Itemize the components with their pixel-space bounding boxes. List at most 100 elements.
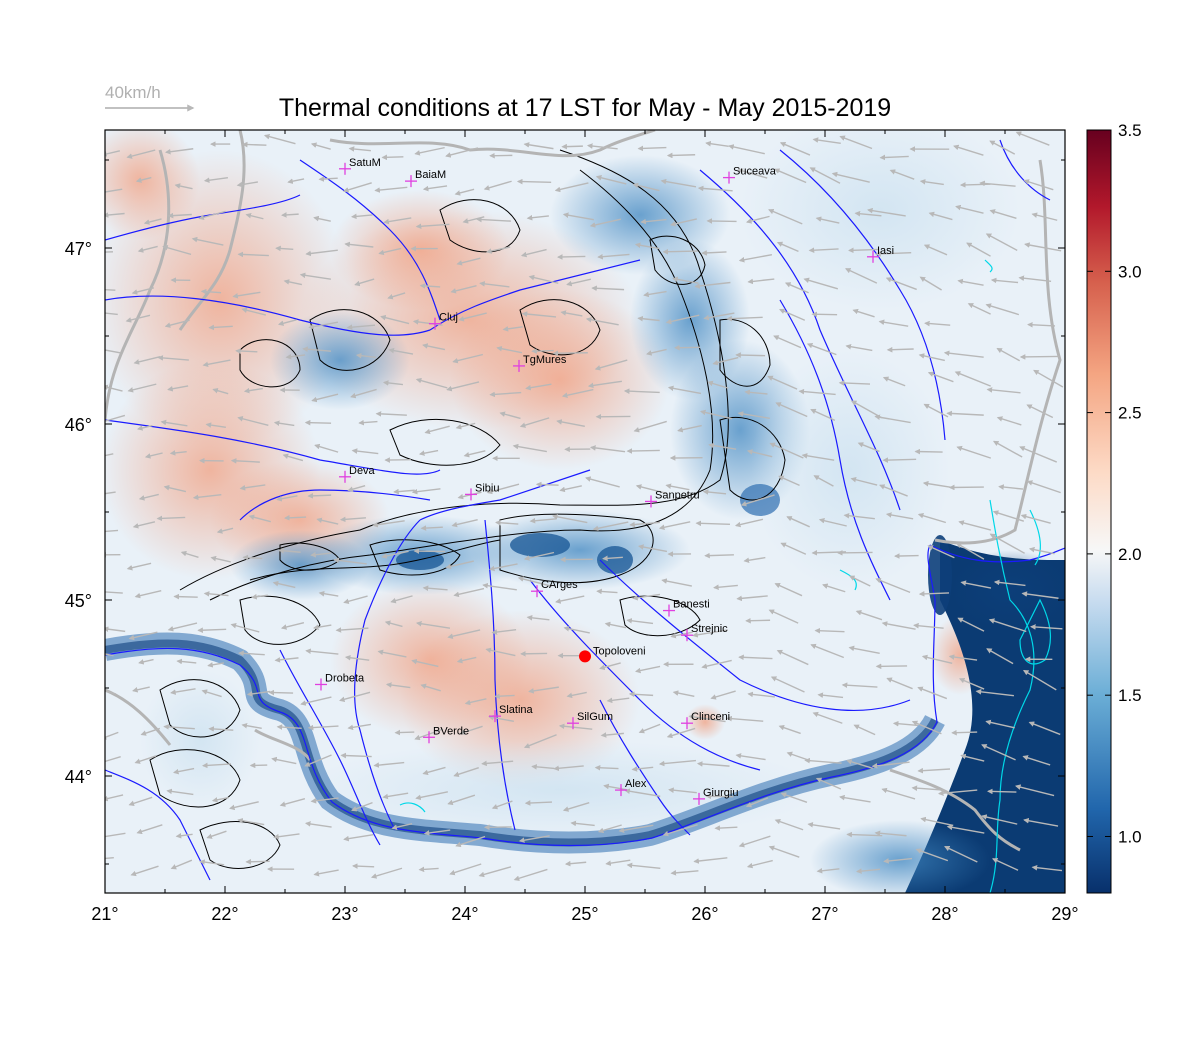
wind-arrow-icon [881,787,916,800]
wind-arrow-icon [985,719,1015,729]
wind-arrow-icon [273,420,295,427]
wind-arrow-icon [352,863,375,869]
wind-arrow-icon [624,788,661,798]
wind-arrow-icon [458,312,487,322]
wind-arrow-icon [883,857,913,864]
wind-arrow-icon [996,347,1021,362]
city-marker: Sanpetru [645,489,700,508]
wind-arrow-icon [418,866,439,873]
wind-arrow-icon [871,761,910,769]
wind-arrow-icon [342,182,372,193]
wind-arrow-icon [556,254,586,260]
city-marker: SatuM [339,157,381,175]
wind-arrow-icon [340,752,372,759]
city-marker: SilGum [567,711,613,730]
wind-arrow-icon [917,767,951,774]
wind-arrow-icon [350,213,373,220]
wind-arrow-icon [163,724,195,730]
wind-arrow-icon [202,359,231,368]
wind-arrow-icon [105,453,114,457]
wind-arrow-icon [135,176,152,183]
wind-arrow-icon [166,788,194,796]
wind-arrow-icon [271,756,297,765]
wind-arrow-icon [419,283,441,289]
city-label: Drobeta [325,672,365,684]
wind-arrow-icon [669,218,697,227]
wind-arrow-icon [808,247,839,253]
wind-arrow-icon [105,653,114,657]
wind-arrow-icon [780,792,808,803]
wind-arrow-icon [921,654,953,665]
wind-arrow-icon [125,314,151,323]
wind-arrow-icon [199,859,225,866]
wind-arrow-icon [592,521,629,532]
wind-arrow-icon [767,375,798,390]
wind-arrow-icon [160,419,188,427]
rivers [105,139,1065,881]
wind-arrow-icon [173,593,198,600]
wind-arrow-icon [524,800,552,806]
wind-arrow-icon [662,824,698,837]
wind-arrow-icon [815,777,842,790]
lon-tick-label: 26° [691,904,718,924]
wind-arrow-icon [668,787,697,794]
wind-arrow-icon [191,236,224,246]
wind-arrow-icon [919,179,944,186]
wind-arrow-icon [605,859,631,866]
wind-arrow-icon [661,578,692,587]
wind-arrow-icon [424,425,450,435]
wind-arrow-icon [844,268,878,284]
wind-arrow-icon [483,180,512,191]
city-label: Cluj [439,312,458,324]
highlight-site-label: Topoloveni [593,645,646,657]
wind-arrow-icon [831,171,870,183]
wind-arrow-icon [243,387,263,394]
wind-arrow-icon [985,233,1018,252]
wind-arrow-icon [810,643,845,659]
wind-arrow-icon [836,550,873,556]
wind-arrow-icon [1015,131,1050,146]
wind-arrow-icon [658,521,691,531]
wind-arrow-icon [853,724,876,736]
wind-arrow-icon [105,414,126,422]
wind-arrow-icon [846,759,874,769]
wind-arrow-icon [307,724,339,731]
city-label: BVerde [433,725,469,737]
wind-arrow-icon [1018,275,1052,283]
city-marker: CArges [531,579,578,598]
wind-arrow-icon [604,621,627,629]
city-marker: Cluj [429,312,458,330]
wind-arrow-icon [236,181,259,188]
wind-arrow-icon [381,154,404,161]
wind-arrow-icon [590,445,626,453]
wind-arrow-icon [959,182,991,188]
lat-axis: 44° 45° 46° 47° [65,239,92,787]
wind-arrow-icon [307,493,332,499]
wind-arrow-icon [564,860,587,867]
city-label: Sanpetru [655,489,700,501]
lon-tick-label: 22° [211,904,238,924]
wind-arrow-icon [377,649,407,658]
city-label: BaiaM [415,169,446,181]
wind-arrow-icon [310,551,332,558]
wind-arrow-icon [677,424,702,433]
wind-arrow-icon [235,348,258,354]
wind-arrow-icon [705,140,729,148]
wind-arrow-icon [105,591,123,594]
wind-arrow-icon [695,520,730,527]
wind-arrow-icon [278,547,301,554]
colorbar-tick-label: 3.0 [1118,262,1142,281]
wind-arrow-icon [105,310,118,316]
wind-arrow-icon [881,621,916,630]
wind-arrow-icon [133,356,161,365]
wind-arrow-icon [272,580,296,589]
wind-arrow-icon [370,867,403,879]
wind-arrow-icon [566,278,592,287]
wind-arrow-icon [280,621,305,630]
wind-arrow-icon [885,277,917,291]
wind-arrow-icon [561,143,583,150]
wind-arrow-icon [528,274,559,284]
wind-arrow-icon [478,866,512,878]
wind-arrow-icon [728,144,765,155]
